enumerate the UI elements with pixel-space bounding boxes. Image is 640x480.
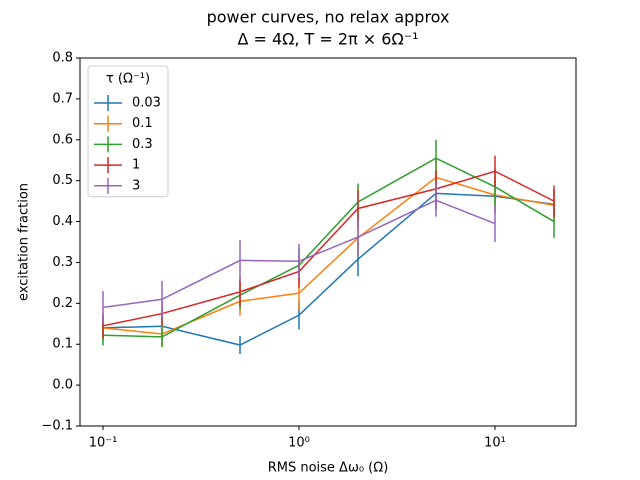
- series-line: [103, 157, 555, 338]
- y-tick-label: 0.4: [52, 214, 73, 229]
- x-tick-label: 10⁰: [288, 436, 310, 451]
- legend-label: 0.1: [132, 116, 153, 131]
- legend-label: 0.03: [132, 96, 161, 111]
- legend-label: 1: [132, 158, 140, 173]
- legend-label: 0.3: [132, 137, 153, 152]
- x-tick-label: 10⁻¹: [89, 436, 118, 451]
- chart-title: power curves, no relax approx: [207, 8, 450, 27]
- series-line: [102, 170, 555, 327]
- chart-subtitle: Δ = 4Ω, T = 2π × 6Ω⁻¹: [237, 30, 418, 49]
- series-line: [102, 176, 555, 335]
- series-line: [103, 192, 555, 346]
- x-tick-label: 10¹: [484, 436, 506, 451]
- y-tick-label: −0.1: [41, 419, 73, 434]
- y-tick-label: 0.0: [52, 378, 73, 393]
- y-tick-label: 0.6: [52, 132, 73, 147]
- x-axis-label: RMS noise Δω₀ (Ω): [268, 461, 389, 476]
- legend-label: 3: [132, 178, 140, 193]
- legend-title: τ (Ω⁻¹): [106, 72, 150, 87]
- y-tick-label: 0.8: [52, 51, 73, 66]
- y-tick-label: 0.3: [52, 255, 73, 270]
- y-tick-label: 0.5: [52, 173, 73, 188]
- y-tick-label: 0.7: [52, 91, 73, 106]
- y-tick-label: 0.2: [52, 296, 73, 311]
- y-axis-label: excitation fraction: [17, 183, 32, 301]
- plot-frame: [79, 57, 577, 427]
- y-tick-label: 0.1: [52, 337, 73, 352]
